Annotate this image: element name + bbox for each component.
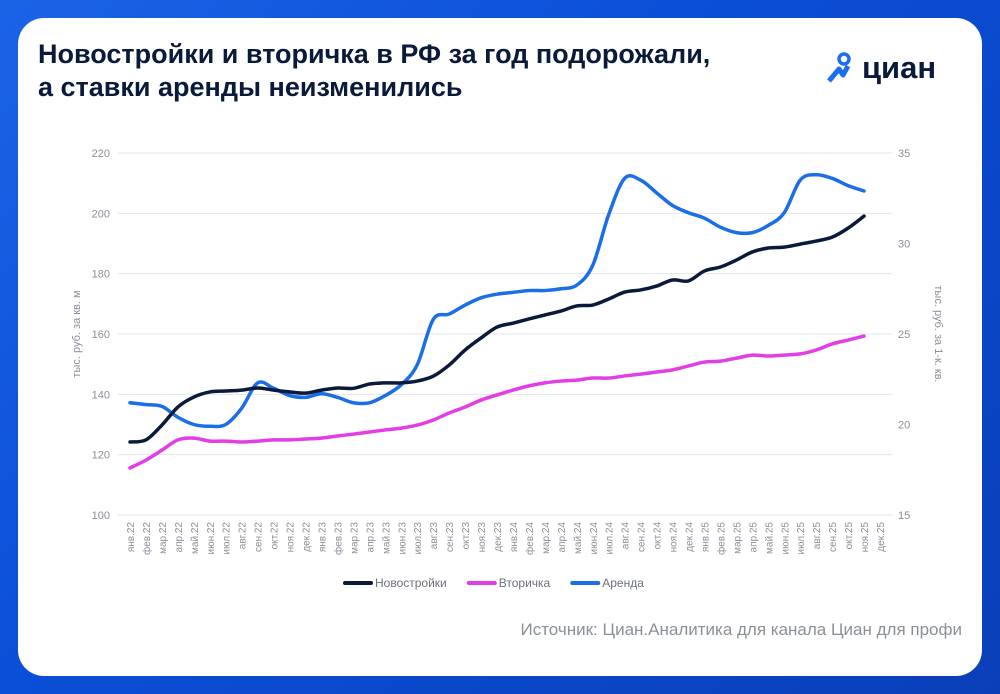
y2-tick-label: 20: [898, 420, 910, 432]
x-tick-label: апр.25: [748, 522, 759, 553]
x-tick-label: май.23: [381, 522, 392, 554]
x-tick-label: июн.23: [397, 522, 408, 555]
x-tick-label: дек.24: [685, 522, 696, 552]
x-tick-label: ноя.25: [860, 522, 871, 553]
y-tick-label: 220: [92, 148, 110, 160]
x-tick-label: авг.24: [621, 522, 632, 550]
x-tick-label: окт.25: [844, 522, 855, 550]
legend-label: Вторичка: [499, 576, 551, 590]
y2-tick-label: 30: [898, 239, 910, 251]
y-tick-label: 100: [92, 510, 110, 522]
y2-tick-label: 25: [898, 329, 910, 341]
y-tick-label: 120: [92, 450, 110, 462]
x-tick-label: июл.24: [605, 522, 616, 555]
x-tick-label: мар.24: [541, 522, 552, 554]
y2-tick-label: 15: [898, 510, 910, 522]
x-tick-label: авг.23: [429, 522, 440, 550]
x-tick-label: май.24: [573, 522, 584, 554]
x-tick-label: июн.22: [206, 522, 217, 555]
x-tick-label: дек.22: [302, 522, 313, 552]
location-pin-icon: [827, 52, 851, 83]
x-tick-label: фев.22: [141, 522, 153, 555]
x-tick-label: июн.25: [780, 522, 791, 555]
title-line-1: Новостройки и вторичка в РФ за год подор…: [38, 39, 711, 69]
series-line-Вторичка: [128, 334, 866, 470]
x-tick-label: ноя.24: [669, 522, 680, 553]
x-tick-label: ноя.22: [286, 522, 297, 553]
x-tick-label: сен.24: [637, 522, 648, 552]
x-tick-label: авг.22: [238, 522, 249, 550]
x-tick-label: фев.25: [715, 522, 727, 555]
x-tick-label: ноя.23: [477, 522, 488, 553]
x-tick-label: сен.23: [445, 522, 456, 552]
x-tick-label: сен.22: [254, 522, 265, 552]
x-tick-label: май.25: [764, 522, 775, 554]
x-tick-label: янв.24: [509, 522, 520, 553]
y-tick-label: 160: [92, 329, 110, 341]
x-tick-label: мар.23: [349, 522, 360, 554]
legend-label: Аренда: [602, 576, 644, 590]
x-tick-label: июл.22: [222, 522, 233, 555]
x-tick-label: авг.25: [812, 522, 823, 550]
logo: циан: [826, 50, 936, 86]
y2-tick-label: 35: [898, 148, 910, 160]
x-tick-label: дек.25: [876, 522, 887, 552]
x-tick-label: дек.23: [493, 522, 504, 552]
page-title: Новостройки и вторичка в РФ за год подор…: [38, 38, 710, 104]
x-tick-label: сен.25: [828, 522, 839, 552]
y-tick-label: 200: [92, 208, 110, 220]
x-tick-label: фев.23: [332, 522, 344, 555]
x-tick-label: янв.23: [317, 522, 328, 553]
x-tick-label: мар.22: [158, 522, 169, 554]
x-tick-label: окт.23: [461, 522, 472, 550]
x-tick-label: апр.22: [174, 522, 185, 553]
logo-text: циан: [862, 50, 937, 85]
x-tick-label: фев.24: [524, 522, 536, 555]
y-axis-label: тыс. руб. за кв. м: [71, 290, 83, 377]
x-tick-label: апр.24: [557, 522, 568, 553]
legend-label: Новостройки: [375, 576, 447, 590]
x-tick-label: янв.22: [126, 522, 137, 553]
x-tick-label: апр.23: [365, 522, 376, 553]
x-tick-label: июл.23: [413, 522, 424, 555]
x-tick-label: июн.24: [589, 522, 600, 555]
x-tick-label: май.22: [190, 522, 201, 554]
y2-axis-label: тыс. руб. за 1-к. кв.: [932, 285, 944, 382]
source-note: Источник: Циан.Аналитика для канала Циан…: [520, 620, 962, 639]
x-tick-label: мар.25: [732, 522, 743, 554]
series-line-Новостройки: [128, 214, 866, 444]
x-tick-label: окт.22: [270, 522, 281, 550]
title-line-2: а ставки аренды неизменились: [38, 72, 463, 102]
x-tick-label: янв.25: [700, 522, 711, 553]
x-tick-label: окт.24: [653, 522, 664, 550]
x-tick-label: июл.25: [796, 522, 807, 555]
y-tick-label: 140: [92, 389, 110, 401]
y-tick-label: 180: [92, 269, 110, 281]
